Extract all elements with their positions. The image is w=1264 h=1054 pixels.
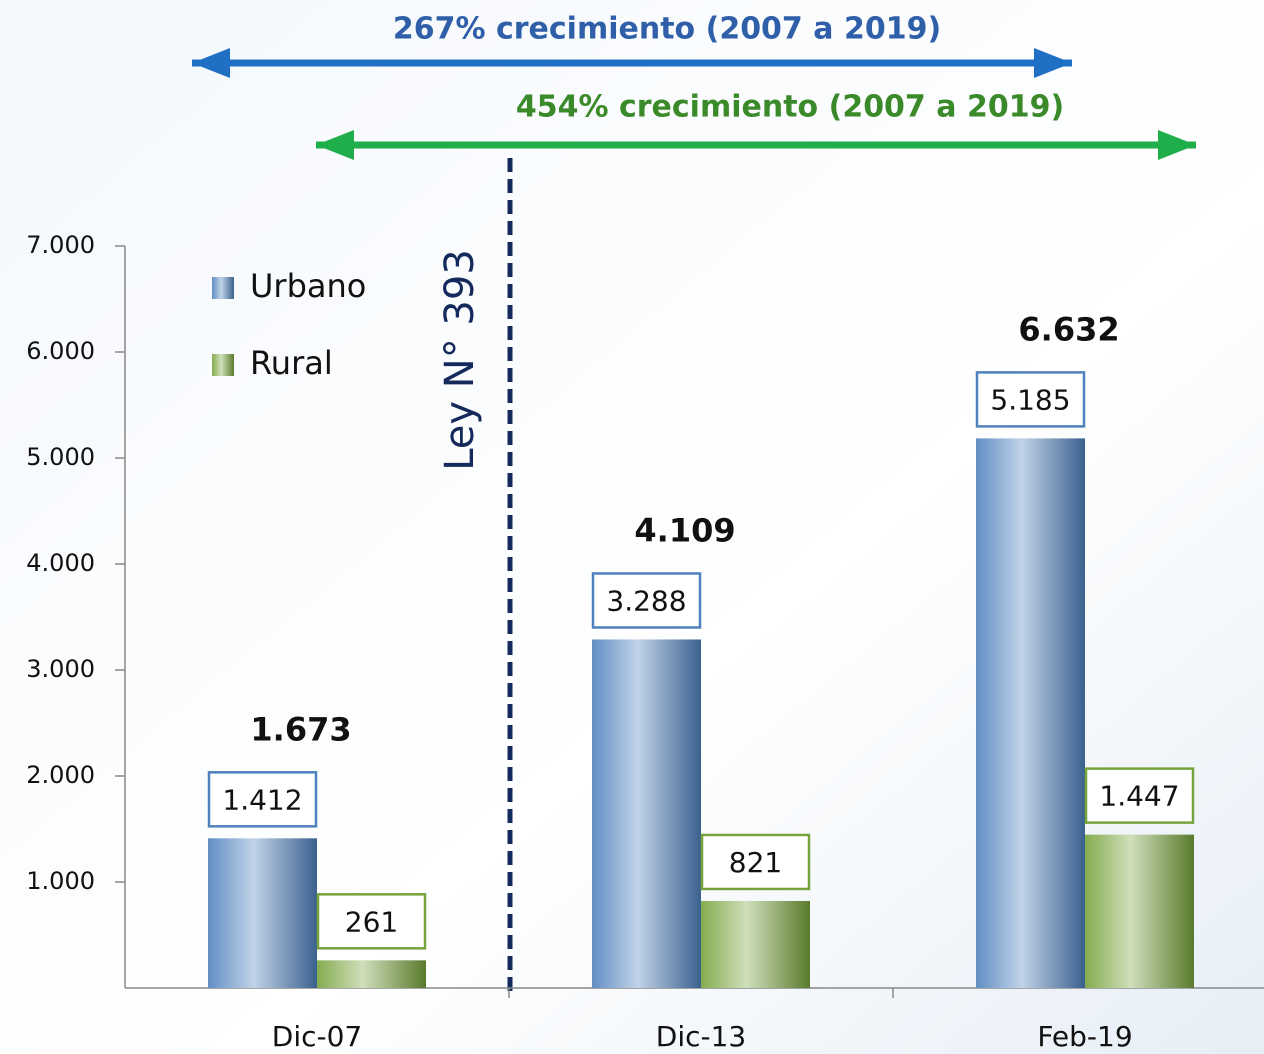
y-tick-label: 5.000	[26, 443, 95, 471]
value-label-box	[1084, 767, 1195, 824]
arrow-head	[192, 48, 230, 78]
arrow-head	[1158, 130, 1196, 160]
bar	[701, 900, 810, 988]
bar	[976, 438, 1085, 988]
x-tick-label: Feb-19	[1037, 1020, 1132, 1053]
total-label: 4.109	[634, 511, 735, 549]
value-label-box	[316, 893, 427, 950]
annotation: 267% crecimiento (2007 a 2019)	[393, 12, 941, 47]
y-tick-label: 7.000	[26, 231, 95, 259]
x-tick-label: Dic-07	[272, 1020, 362, 1053]
y-tick-label: 6.000	[26, 337, 95, 365]
bar	[592, 639, 701, 988]
total-label: 6.632	[1018, 310, 1119, 348]
legend-swatch	[212, 354, 234, 376]
value-label-box	[591, 572, 702, 629]
legend-label: Urbano	[250, 267, 366, 305]
annotation: Ley N° 393	[437, 249, 483, 471]
arrow-head	[1034, 48, 1072, 78]
y-tick-label: 3.000	[26, 655, 95, 683]
x-tick-label: Dic-13	[656, 1020, 746, 1053]
value-label: 261	[345, 905, 398, 938]
value-label: 3.288	[606, 584, 686, 617]
arrow-head	[316, 130, 354, 160]
bar	[317, 960, 426, 988]
y-tick-label: 4.000	[26, 549, 95, 577]
bar	[1085, 834, 1194, 988]
y-tick-label: 1.000	[26, 867, 95, 895]
value-label: 821	[729, 846, 782, 879]
legend-swatch	[212, 277, 234, 299]
value-label: 1.447	[1099, 780, 1179, 813]
value-label-box	[975, 371, 1086, 428]
legend-label: Rural	[250, 344, 333, 382]
value-label-box	[207, 771, 318, 828]
total-label: 1.673	[250, 710, 351, 748]
y-tick-label: 2.000	[26, 761, 95, 789]
annotation: 454% crecimiento (2007 a 2019)	[516, 90, 1064, 125]
bar	[208, 838, 317, 988]
value-label: 1.412	[222, 783, 302, 816]
value-label-box	[700, 833, 811, 891]
value-label: 5.185	[990, 383, 1070, 416]
